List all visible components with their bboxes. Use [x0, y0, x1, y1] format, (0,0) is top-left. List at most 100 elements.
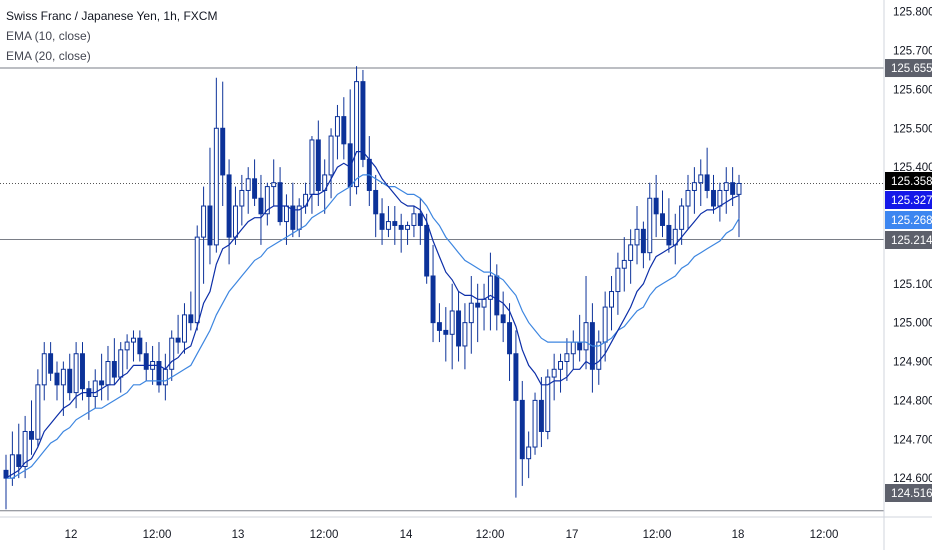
candle-up [736, 182, 742, 195]
candle-down [207, 205, 213, 246]
candle-down [341, 116, 347, 145]
price-label-ema_slow: 125.268 [891, 215, 932, 227]
price-labels: 125.655 125.358 125.327 125.268 125.214 124.5… [885, 59, 932, 502]
candle-down [258, 197, 264, 215]
candle-up [239, 189, 245, 207]
x-tick-label: 12:00 [810, 529, 839, 541]
candle-up [634, 228, 640, 246]
candle-up [487, 275, 493, 300]
candle-up [449, 310, 455, 335]
candle-down [430, 275, 436, 324]
candle-down [373, 189, 379, 215]
candle-up [118, 349, 124, 378]
y-tick-label: 124.600 [893, 473, 932, 485]
candle-down [704, 174, 710, 191]
candle-up [60, 368, 66, 386]
candle-up [532, 399, 538, 448]
candles [3, 66, 742, 510]
candle-up [462, 322, 468, 347]
ema20-line [6, 174, 740, 479]
x-tick-label: 12 [65, 529, 78, 541]
price-label-level: 124.516 [891, 488, 932, 500]
candle-up [283, 205, 289, 223]
candle-up [181, 314, 187, 343]
candle-up [551, 368, 557, 378]
y-tick-label: 124.800 [893, 395, 932, 407]
x-tick-label: 14 [400, 529, 413, 541]
x-tick-label: 13 [232, 529, 245, 541]
ema-lines [5, 151, 740, 479]
candle-up [481, 298, 487, 308]
candle-up [264, 186, 270, 215]
candle-up [717, 189, 723, 207]
candle-up [468, 302, 474, 324]
candle-down [156, 361, 162, 386]
x-tick-label: 12:00 [143, 529, 172, 541]
candle-up [723, 182, 729, 191]
candle-up [570, 341, 576, 355]
candle-up [92, 380, 98, 397]
candle-up [615, 267, 621, 293]
candle-up [124, 341, 130, 351]
candle-down [660, 213, 665, 226]
x-tick-label: 18 [732, 529, 745, 541]
candle-down [80, 353, 85, 390]
candle-up [405, 224, 411, 230]
candle-down [494, 275, 500, 316]
candle-up [232, 205, 238, 238]
candle-up [201, 205, 207, 238]
x-tick-label: 12:00 [643, 529, 672, 541]
price-label-ema_fast: 125.327 [891, 195, 932, 207]
candle-down [640, 228, 646, 254]
candle-down [436, 322, 442, 331]
y-tick-label: 125.400 [893, 162, 932, 174]
ema10-line [5, 151, 740, 479]
candle-up [602, 306, 608, 343]
candle-down [360, 81, 366, 160]
candle-down [392, 221, 398, 226]
candle-up [169, 337, 175, 370]
candle-down [711, 189, 716, 207]
candle-down [653, 197, 659, 215]
price-label-last: 125.358 [891, 176, 932, 188]
candle-down [143, 353, 149, 370]
legend-ema10: EMA (10, close) [6, 29, 91, 43]
candle-down [538, 399, 544, 432]
candle-down [475, 302, 481, 308]
candle-down [666, 224, 672, 246]
candle-down [577, 341, 583, 351]
y-tick-label: 124.900 [893, 357, 932, 369]
candle-down [500, 314, 506, 324]
candle-down [730, 182, 736, 195]
candle-up [328, 135, 334, 176]
candle-up [245, 178, 251, 191]
candle-up [679, 205, 685, 230]
candle-up [545, 376, 551, 432]
price-label-bg-level [885, 484, 932, 502]
candle-down [519, 399, 525, 460]
price-label-bg-ema_fast [885, 191, 932, 209]
y-tick-label: 125.800 [893, 7, 932, 19]
candle-up [583, 322, 589, 351]
candle-up [385, 221, 391, 230]
candle-up [22, 430, 28, 467]
candle-up [35, 384, 41, 440]
candle-down [188, 314, 194, 324]
price-label-bg-last [885, 172, 932, 190]
candle-up [41, 353, 47, 386]
candle-down [277, 182, 283, 223]
candle-up [411, 213, 417, 226]
candle-down [443, 329, 449, 335]
candle-up [213, 127, 219, 246]
candle-up [596, 341, 602, 370]
x-tick-label: 17 [566, 529, 579, 541]
y-tick-label: 125.100 [893, 279, 932, 291]
candle-up [691, 182, 697, 191]
candle-down [99, 380, 105, 386]
price-label-bg-ema_slow [885, 211, 932, 229]
candle-up [354, 81, 360, 188]
candle-down [29, 430, 34, 440]
candle-up [131, 337, 136, 343]
